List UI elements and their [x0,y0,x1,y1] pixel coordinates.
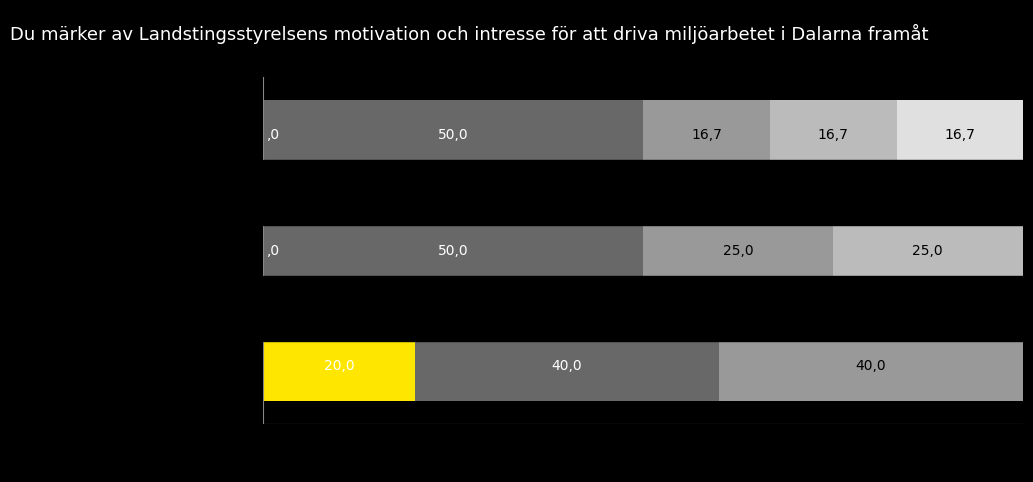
Bar [263,100,643,170]
Bar [415,332,719,401]
Bar [263,276,1023,341]
Text: ,0: ,0 [268,243,280,258]
Text: 40,0: 40,0 [552,359,583,374]
Bar [263,161,1023,225]
Bar [833,216,1023,285]
Text: 50,0: 50,0 [438,128,469,142]
Text: 16,7: 16,7 [818,128,849,142]
Bar [719,332,1023,401]
Text: 0: 0 [1025,243,1033,258]
Text: 40,0: 40,0 [855,359,886,374]
Bar [263,216,643,285]
Text: 0: 0 [1025,359,1033,374]
Bar [897,100,1024,170]
Text: 25,0: 25,0 [912,243,943,258]
Bar [770,100,897,170]
Text: 25,0: 25,0 [723,243,753,258]
Bar [643,216,833,285]
Bar [263,332,415,401]
Text: Du märker av Landstingsstyrelsens motivation och intresse för att driva miljöarb: Du märker av Landstingsstyrelsens motiva… [10,24,929,44]
Bar [643,100,770,170]
Text: 20,0: 20,0 [324,359,354,374]
Text: 16,7: 16,7 [691,128,722,142]
Text: 16,7: 16,7 [944,128,975,142]
Text: 50,0: 50,0 [438,243,469,258]
Text: ,0: ,0 [268,128,280,142]
